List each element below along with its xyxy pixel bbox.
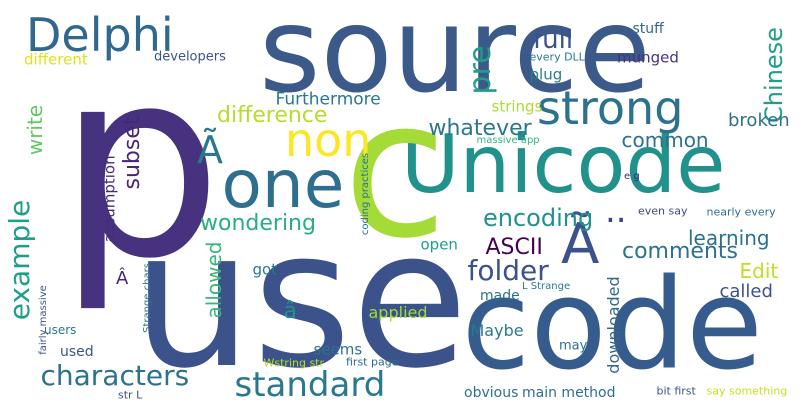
- cloud-word: obvious: [464, 385, 519, 400]
- cloud-word: Maybe: [470, 321, 524, 340]
- cloud-word: non: [285, 113, 372, 167]
- cloud-word: massive app: [476, 135, 540, 146]
- cloud-word: whatever: [428, 116, 532, 141]
- cloud-word: fairly massive: [37, 285, 49, 355]
- cloud-word: got: [252, 260, 278, 279]
- cloud-word: may: [559, 338, 588, 354]
- cloud-word: users: [44, 323, 77, 337]
- cloud-word: downloaded: [604, 276, 624, 374]
- cloud-word: comments: [622, 239, 738, 264]
- cloud-word: standard: [234, 365, 386, 400]
- cloud-word: open: [420, 235, 458, 254]
- cloud-word: applied: [368, 303, 428, 322]
- cloud-word: every DLL: [529, 50, 585, 64]
- cloud-word: nearly every: [706, 205, 776, 219]
- cloud-word: coding practices: [360, 152, 372, 236]
- cloud-word: munged: [617, 48, 679, 67]
- cloud-word: common: [621, 128, 709, 152]
- cloud-word: developers: [154, 49, 226, 65]
- cloud-word: Chinese: [759, 27, 788, 123]
- cloud-word: folder: [467, 254, 549, 287]
- cloud-word: difference: [217, 103, 328, 128]
- cloud-word: called: [719, 281, 773, 302]
- cloud-word: encoding: [483, 204, 594, 232]
- cloud-word: strings: [491, 97, 543, 116]
- cloud-word: p: [57, 14, 223, 316]
- cloud-word: first page: [346, 355, 399, 369]
- cloud-word: str L: [118, 388, 143, 400]
- cloud-word: one: [221, 146, 345, 223]
- cloud-word: bit first: [656, 384, 696, 398]
- cloud-word: even say: [638, 204, 688, 218]
- cloud-word: broken: [728, 110, 790, 131]
- cloud-word: used: [60, 344, 94, 360]
- cloud-word: Furthermore: [275, 89, 381, 110]
- cloud-word: say something: [706, 384, 788, 398]
- cloud-word: example: [2, 199, 36, 321]
- cloud-word: main method: [522, 385, 616, 400]
- cloud-word: plug: [529, 65, 563, 84]
- cloud-word: c: [343, 59, 448, 280]
- cloud-word: subset: [120, 116, 145, 190]
- cloud-word: stuff: [632, 21, 664, 37]
- cloud-word: code: [461, 252, 763, 398]
- cloud-word: â: [283, 299, 297, 324]
- cloud-word: learning: [688, 226, 770, 250]
- cloud-word: e g: [624, 171, 640, 182]
- cloud-word: Ã: [197, 128, 223, 172]
- cloud-word: Unicode: [401, 118, 726, 211]
- cloud-word: Wstring str: [263, 356, 325, 370]
- cloud-word: allowed: [201, 241, 226, 319]
- cloud-word: pre: [463, 45, 499, 95]
- cloud-word: made: [480, 288, 520, 304]
- cloud-word: Ã: [561, 212, 600, 277]
- cloud-word: source: [259, 0, 651, 119]
- cloud-word: Edit: [739, 259, 779, 283]
- cloud-word: characters: [40, 359, 190, 392]
- cloud-word: Strange chars: [141, 263, 153, 333]
- cloud-word: full: [533, 25, 574, 55]
- cloud-word: different: [24, 50, 88, 69]
- cloud-word: ..: [605, 191, 627, 231]
- cloud-word: L Strange: [522, 281, 571, 292]
- cloud-word: seems: [313, 340, 363, 359]
- cloud-word: use: [132, 189, 469, 400]
- cloud-word: Â: [116, 268, 129, 289]
- cloud-word: wondering: [200, 211, 316, 236]
- cloud-word: assumption: [100, 155, 119, 243]
- cloud-word: ASCII: [485, 235, 543, 260]
- cloud-word: write: [23, 104, 48, 156]
- cloud-word: strong: [537, 81, 684, 135]
- cloud-word: Delphi: [26, 8, 174, 62]
